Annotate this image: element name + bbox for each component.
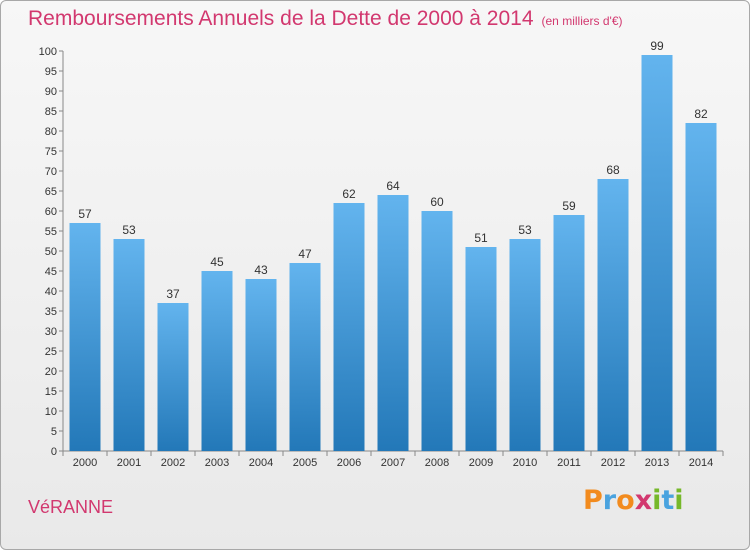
y-tick-label: 20 xyxy=(45,366,57,378)
y-tick-label: 85 xyxy=(45,106,57,118)
x-tick-label-2002: 2002 xyxy=(161,457,185,469)
bar-2001 xyxy=(113,239,145,451)
bar-2002 xyxy=(157,303,189,451)
y-tick-label: 45 xyxy=(45,266,57,278)
bar-2004 xyxy=(245,279,277,451)
x-tick-label-2010: 2010 xyxy=(513,457,537,469)
bar-2012 xyxy=(597,179,629,451)
x-tick-label-2011: 2011 xyxy=(557,457,581,469)
y-tick-label: 25 xyxy=(45,346,57,358)
x-tick-label-2006: 2006 xyxy=(337,457,361,469)
logo-letter: x xyxy=(634,485,653,516)
y-tick-label: 80 xyxy=(45,126,57,138)
bar-2014 xyxy=(685,123,717,451)
x-tick-label-2013: 2013 xyxy=(645,457,669,469)
value-label-2002: 37 xyxy=(166,287,180,301)
y-tick-label: 10 xyxy=(45,406,57,418)
bar-2011 xyxy=(553,215,585,451)
y-tick-label: 40 xyxy=(45,286,57,298)
value-label-2000: 57 xyxy=(78,207,92,221)
logo-letter: r xyxy=(602,485,617,516)
x-tick-label-2012: 2012 xyxy=(601,457,625,469)
bar-2008 xyxy=(421,211,453,451)
bar-2006 xyxy=(333,203,365,451)
x-tick-label-2008: 2008 xyxy=(425,457,449,469)
y-tick-label: 55 xyxy=(45,226,57,238)
y-tick-label: 95 xyxy=(45,66,57,78)
bar-2007 xyxy=(377,195,409,451)
logo-letter: i xyxy=(674,485,684,516)
value-label-2010: 53 xyxy=(518,223,532,237)
value-label-2004: 43 xyxy=(254,263,268,277)
y-tick-label: 35 xyxy=(45,306,57,318)
place-name: VéRANNE xyxy=(28,497,114,517)
value-label-2012: 68 xyxy=(606,163,620,177)
x-tick-label-2000: 2000 xyxy=(73,457,97,469)
y-tick-label: 65 xyxy=(45,186,57,198)
logo-letter: i xyxy=(652,485,662,516)
value-label-2007: 64 xyxy=(386,179,400,193)
logo-letter: t xyxy=(661,485,675,516)
x-tick-label-2014: 2014 xyxy=(689,457,713,469)
x-tick-label-2009: 2009 xyxy=(469,457,493,469)
label-layer: 57 2000 53 2001 37 2002 45 2003 43 2004 47 2005 62 20… xyxy=(73,39,713,469)
y-tick-label: 70 xyxy=(45,166,57,178)
x-tick-label-2007: 2007 xyxy=(381,457,405,469)
y-tick-label: 30 xyxy=(45,326,57,338)
logo-letter: o xyxy=(616,485,635,516)
value-label-2014: 82 xyxy=(694,107,708,121)
value-label-2011: 59 xyxy=(562,199,576,213)
y-tick-label: 60 xyxy=(45,206,57,218)
y-tick-label: 0 xyxy=(51,446,57,458)
x-tick-label-2005: 2005 xyxy=(293,457,317,469)
chart-title-unit: (en milliers d'€) xyxy=(541,14,623,28)
value-label-2001: 53 xyxy=(122,223,136,237)
x-tick-label-2003: 2003 xyxy=(205,457,229,469)
y-tick-label: 75 xyxy=(45,146,57,158)
bar-2013 xyxy=(641,55,673,451)
y-tick-label: 15 xyxy=(45,386,57,398)
value-label-2013: 99 xyxy=(650,39,664,53)
logo-letter: P xyxy=(583,485,603,516)
chart-title-text: Remboursements Annuels de la Dette de 20… xyxy=(28,7,534,30)
value-label-2008: 60 xyxy=(430,195,444,209)
bar-2000 xyxy=(69,223,101,451)
y-tick-label: 100 xyxy=(39,46,57,58)
y-tick-label: 5 xyxy=(51,426,57,438)
bar-2005 xyxy=(289,263,321,451)
bar-2010 xyxy=(509,239,541,451)
y-tick-label: 50 xyxy=(45,246,57,258)
bar-layer xyxy=(69,55,717,451)
x-tick-label-2001: 2001 xyxy=(117,457,141,469)
proxiti-logo: Proxiti xyxy=(583,485,684,516)
chart-title: Remboursements Annuels de la Dette de 20… xyxy=(28,7,623,31)
value-label-2006: 62 xyxy=(342,187,356,201)
bar-2009 xyxy=(465,247,497,451)
value-label-2009: 51 xyxy=(474,231,488,245)
bar-2003 xyxy=(201,271,233,451)
value-label-2005: 47 xyxy=(298,247,312,261)
y-tick-label: 90 xyxy=(45,86,57,98)
value-label-2003: 45 xyxy=(210,255,224,269)
x-tick-label-2004: 2004 xyxy=(249,457,273,469)
